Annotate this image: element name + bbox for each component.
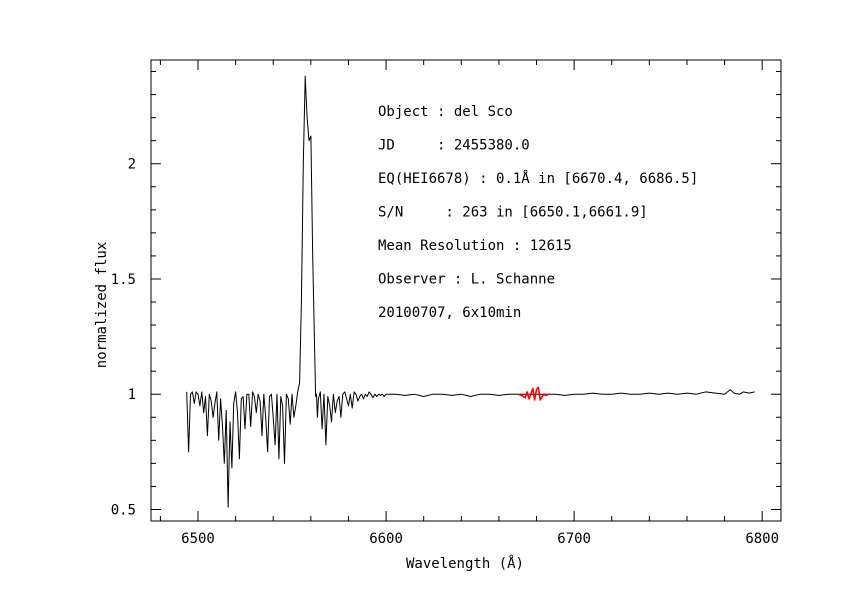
series-group <box>186 75 755 508</box>
axis-ticks <box>151 60 781 521</box>
annotation-line: 20100707, 6x10min <box>378 305 521 321</box>
hei6678-fit-line <box>518 386 550 401</box>
x-tick-label: 6800 <box>745 531 779 547</box>
x-axis-label: Wavelength (Å) <box>406 555 524 572</box>
y-tick-label: 0.5 <box>111 502 136 518</box>
y-tick-label: 1 <box>128 387 136 403</box>
x-tick-label: 6700 <box>557 531 591 547</box>
spectrum-line <box>186 75 755 508</box>
annotation-line: Object : del Sco <box>378 104 513 120</box>
annotation-line: EQ(HEI6678) : 0.1Å in [6670.4, 6686.5] <box>378 170 698 187</box>
annotation-block: Object : del Sco JD : 2455380.0 EQ(HEI6678… <box>378 104 698 321</box>
annotation-line: Mean Resolution : 12615 <box>378 238 572 254</box>
plot-frame <box>150 59 782 522</box>
axis-tick-labels: 6500 6600 6700 6800 0.5 1 1.5 2 <box>111 157 779 547</box>
y-tick-label: 1.5 <box>111 272 136 288</box>
annotation-line: Observer : L. Schanne <box>378 272 555 288</box>
x-tick-label: 6600 <box>369 531 403 547</box>
x-tick-label: 6500 <box>181 531 215 547</box>
y-tick-label: 2 <box>128 157 136 173</box>
y-axis-label: normalized flux <box>94 242 110 368</box>
annotation-line: S/N : 263 in [6650.1,6661.9] <box>378 205 648 221</box>
annotation-line: JD : 2455380.0 <box>378 138 530 154</box>
